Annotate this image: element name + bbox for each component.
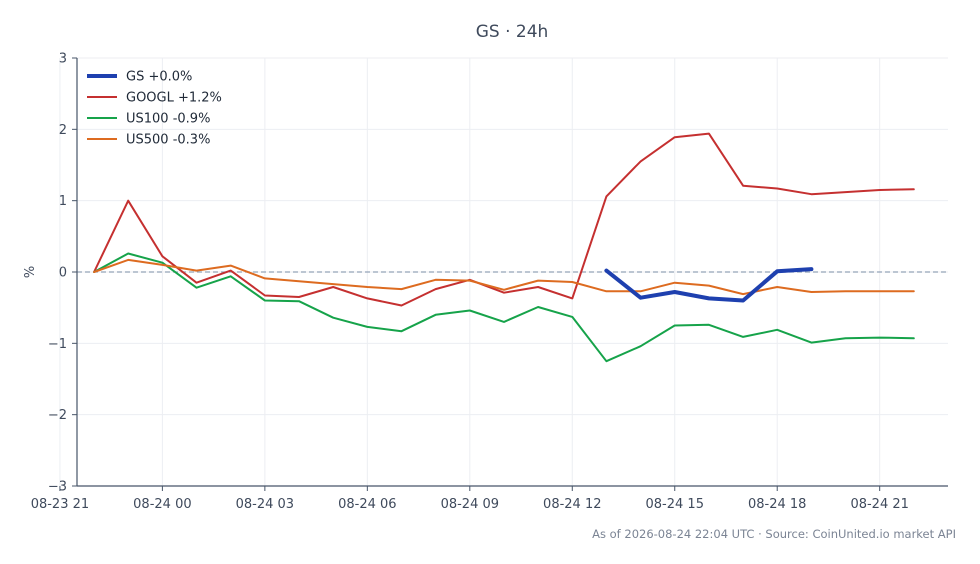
axes: −3 −2 −1 0 1 2 3 08-23 21 08-24 00 08-24 03 08-24 … <box>31 52 948 512</box>
y-tick-label: −3 <box>48 480 67 495</box>
x-tick-label: 08-24 21 <box>850 497 908 512</box>
x-tick-label: 08-23 21 <box>31 497 89 512</box>
y-tick-label: 3 <box>59 52 67 67</box>
legend: GS +0.0% GOOGL +1.2% US100 -0.9% US500 -0.3… <box>87 70 222 148</box>
legend-label: GOOGL +1.2% <box>126 91 222 106</box>
y-tick-label: 1 <box>59 194 67 209</box>
grid <box>59 57 948 487</box>
series-line-0 <box>604 267 814 303</box>
y-tick-label: 0 <box>59 266 67 281</box>
x-tick-label: 08-24 06 <box>338 497 396 512</box>
series-line-3 <box>93 258 915 296</box>
legend-label: US100 -0.9% <box>126 112 210 127</box>
source-footnote: As of 2026-08-24 22:04 UTC · Source: Coi… <box>592 527 956 541</box>
y-tick-label: 2 <box>59 123 67 138</box>
legend-label: US500 -0.3% <box>126 133 210 148</box>
series-line-2 <box>93 252 915 363</box>
legend-label: GS +0.0% <box>126 70 192 85</box>
x-tick-label: 08-24 03 <box>236 497 294 512</box>
series-lines <box>93 132 915 363</box>
chart-title: GS · 24h <box>476 22 549 42</box>
x-tick-label: 08-24 09 <box>441 497 499 512</box>
x-tick-label: 08-24 15 <box>646 497 704 512</box>
x-tick-label: 08-24 00 <box>133 497 191 512</box>
series-line-1 <box>93 132 915 307</box>
x-tick-label: 08-24 18 <box>748 497 806 512</box>
x-tick-label: 08-24 12 <box>543 497 601 512</box>
y-tick-label: −2 <box>48 408 67 423</box>
y-axis-label: % <box>23 266 38 278</box>
y-tick-label: −1 <box>48 337 67 352</box>
